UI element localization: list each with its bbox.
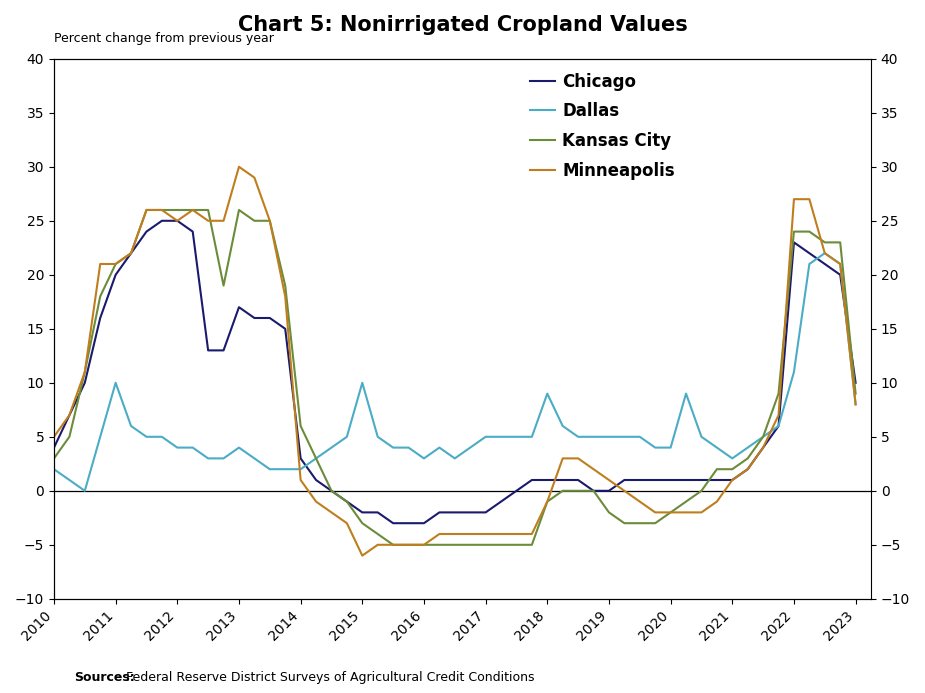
Line: Dallas: Dallas <box>54 253 856 491</box>
Dallas <box>850 401 861 409</box>
Minneapolis <box>850 401 861 409</box>
Minneapolis <box>588 465 599 473</box>
Dallas <box>542 389 553 398</box>
Dallas <box>48 465 59 473</box>
Text: Sources:: Sources: <box>74 671 135 683</box>
Dallas <box>681 389 692 398</box>
Line: Kansas City: Kansas City <box>54 210 856 545</box>
Dallas <box>588 432 599 441</box>
Kansas City <box>557 486 568 495</box>
Text: Percent change from previous year: Percent change from previous year <box>54 33 274 45</box>
Chicago <box>603 486 614 495</box>
Legend: Chicago, Dallas, Kansas City, Minneapolis: Chicago, Dallas, Kansas City, Minneapoli… <box>530 73 674 179</box>
Kansas City <box>388 541 399 549</box>
Chicago <box>279 324 290 333</box>
Minneapolis <box>48 432 59 441</box>
Kansas City <box>588 486 599 495</box>
Kansas City <box>279 281 290 290</box>
Chicago <box>588 486 599 495</box>
Text: Federal Reserve District Surveys of Agricultural Credit Conditions: Federal Reserve District Surveys of Agri… <box>122 671 535 683</box>
Kansas City <box>48 454 59 462</box>
Chicago <box>850 378 861 387</box>
Minneapolis <box>603 476 614 484</box>
Minneapolis <box>357 552 368 560</box>
Chicago <box>156 217 167 225</box>
Chicago <box>388 519 399 527</box>
Chicago <box>48 444 59 452</box>
Minneapolis <box>557 454 568 462</box>
Dallas <box>80 486 91 495</box>
Kansas City <box>850 389 861 398</box>
Chicago <box>542 476 553 484</box>
Kansas City <box>603 508 614 516</box>
Title: Chart 5: Nonirrigated Cropland Values: Chart 5: Nonirrigated Cropland Values <box>238 15 687 35</box>
Minneapolis <box>542 498 553 506</box>
Dallas <box>526 432 537 441</box>
Dallas <box>279 465 290 473</box>
Kansas City <box>542 498 553 506</box>
Dallas <box>573 432 584 441</box>
Minneapolis <box>696 508 707 516</box>
Dallas <box>820 249 831 257</box>
Chicago <box>557 476 568 484</box>
Line: Chicago: Chicago <box>54 221 856 523</box>
Minneapolis <box>279 292 290 301</box>
Kansas City <box>141 206 152 214</box>
Chicago <box>696 476 707 484</box>
Kansas City <box>696 486 707 495</box>
Minneapolis <box>233 163 244 171</box>
Line: Minneapolis: Minneapolis <box>54 167 856 556</box>
